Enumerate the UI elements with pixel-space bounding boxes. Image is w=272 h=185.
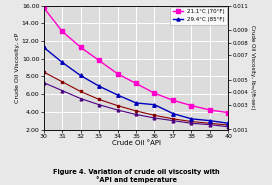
21.1°C (70°F) — [208, 109, 212, 111]
21.1°C (70°F) — [79, 46, 82, 48]
Line: 21.1°C (70°F): 21.1°C (70°F) — [42, 6, 230, 114]
Text: Figure 4. Variation of crude oil viscosity with
°API and temperature: Figure 4. Variation of crude oil viscosi… — [53, 169, 219, 183]
21.1°C (70°F) — [227, 112, 230, 114]
29.4°C (85°F) — [171, 112, 175, 115]
29.4°C (85°F) — [42, 46, 45, 48]
29.4°C (85°F) — [60, 61, 64, 63]
29.4°C (85°F) — [116, 94, 119, 96]
21.1°C (70°F) — [97, 59, 101, 62]
29.4°C (85°F) — [190, 118, 193, 120]
Y-axis label: Crude Oil Viscosity, lbₘ/(ft-sec): Crude Oil Viscosity, lbₘ/(ft-sec) — [250, 25, 255, 110]
Line: 29.4°C (85°F): 29.4°C (85°F) — [42, 46, 230, 125]
21.1°C (70°F) — [153, 92, 156, 94]
X-axis label: Crude Oil °API: Crude Oil °API — [112, 140, 160, 146]
29.4°C (85°F) — [208, 120, 212, 122]
29.4°C (85°F) — [134, 102, 138, 104]
29.4°C (85°F) — [153, 104, 156, 106]
21.1°C (70°F) — [60, 30, 64, 32]
21.1°C (70°F) — [116, 73, 119, 75]
29.4°C (85°F) — [97, 85, 101, 87]
21.1°C (70°F) — [134, 82, 138, 85]
Y-axis label: Crude Oil Viscosity, cP: Crude Oil Viscosity, cP — [15, 32, 20, 103]
29.4°C (85°F) — [227, 122, 230, 124]
21.1°C (70°F) — [190, 105, 193, 107]
21.1°C (70°F) — [42, 6, 45, 9]
29.4°C (85°F) — [79, 74, 82, 77]
21.1°C (70°F) — [171, 99, 175, 101]
Legend: 21.1°C (70°F), 29.4°C (85°F): 21.1°C (70°F), 29.4°C (85°F) — [170, 7, 227, 25]
